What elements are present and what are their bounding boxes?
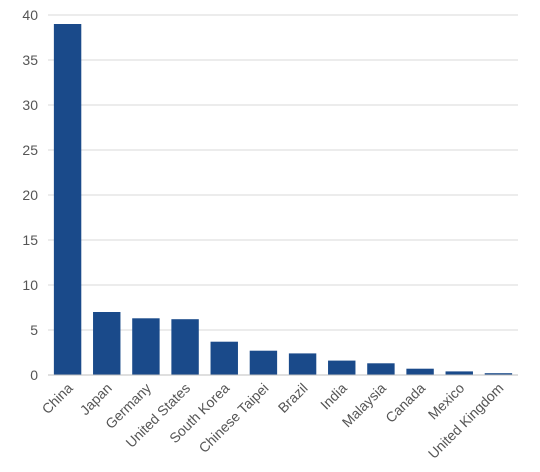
x-tick-label: China — [39, 380, 76, 417]
y-tick-label: 10 — [22, 277, 38, 293]
y-tick-label: 15 — [22, 232, 38, 248]
bar-south-korea — [210, 341, 238, 375]
gridlines — [48, 14, 518, 331]
x-tick-label: Brazil — [275, 380, 311, 416]
bar-china — [53, 24, 82, 375]
bar-united-kingdom — [484, 373, 513, 375]
bar-malaysia — [367, 363, 395, 375]
x-tick-label: Malaysia — [339, 380, 390, 431]
x-tick-label: Chinese Taipei — [195, 380, 271, 456]
bars — [53, 24, 513, 375]
bar-japan — [93, 312, 121, 375]
bar-india — [328, 360, 356, 375]
y-tick-label: 30 — [22, 97, 38, 113]
bar-germany — [132, 318, 160, 375]
bar-mexico — [445, 371, 473, 375]
y-tick-label: 20 — [22, 187, 38, 203]
y-tick-label: 5 — [30, 322, 38, 338]
y-tick-label: 40 — [22, 7, 38, 23]
bar-chinese-taipei — [249, 350, 278, 375]
y-tick-label: 35 — [22, 52, 38, 68]
bar-united-states — [171, 319, 199, 375]
y-tick-labels: 0 5 10 15 20 25 30 35 40 — [22, 7, 38, 383]
bar-canada — [406, 368, 434, 375]
y-tick-label: 25 — [22, 142, 38, 158]
bar-brazil — [288, 353, 317, 375]
x-tick-label: Canada — [382, 380, 428, 426]
x-tick-label: India — [317, 380, 350, 413]
y-tick-label: 0 — [30, 367, 38, 383]
